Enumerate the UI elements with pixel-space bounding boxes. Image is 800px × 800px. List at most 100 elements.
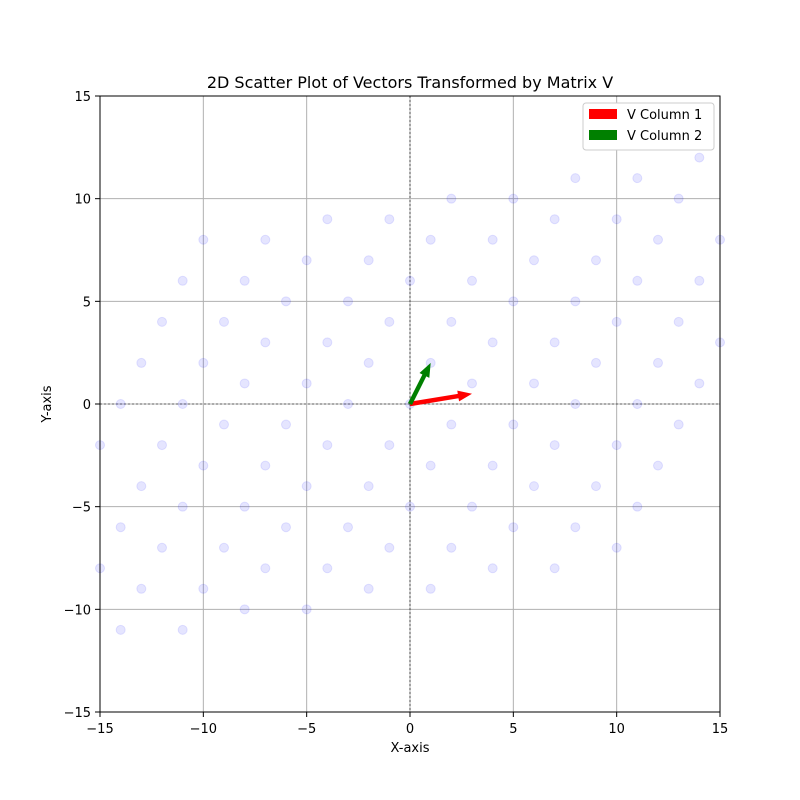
data-point (653, 460, 663, 471)
data-point (487, 234, 498, 245)
data-point (508, 296, 519, 307)
y-tick-label: −10 (64, 603, 91, 618)
x-tick-label: −5 (297, 722, 316, 737)
data-point (673, 316, 684, 327)
data-point (425, 583, 436, 594)
data-point (384, 214, 395, 225)
data-point (322, 563, 333, 574)
data-point (239, 378, 250, 389)
data-point (198, 583, 209, 594)
data-point (694, 275, 705, 286)
x-axis-label: X-axis (391, 741, 430, 756)
data-point (260, 337, 271, 348)
data-point (177, 624, 188, 635)
data-point (219, 542, 229, 553)
data-point (467, 378, 477, 389)
data-point (384, 316, 395, 327)
data-point (570, 522, 581, 533)
data-point (198, 234, 209, 245)
data-point (632, 399, 643, 409)
data-point (136, 481, 147, 492)
data-point (549, 337, 560, 348)
data-point (487, 563, 498, 574)
data-point (281, 419, 291, 430)
data-point (322, 440, 333, 451)
y-tick-label: 10 (74, 193, 91, 208)
x-tick-label: 15 (712, 722, 729, 737)
x-tick-label: 10 (608, 722, 625, 737)
data-point (363, 583, 374, 594)
data-point (611, 214, 622, 225)
data-point (115, 399, 126, 409)
data-point (301, 481, 312, 492)
data-point (239, 275, 250, 286)
data-point (591, 255, 601, 266)
data-point (363, 481, 374, 492)
data-point (301, 255, 312, 266)
x-tick-label: 5 (509, 722, 517, 737)
data-point (467, 275, 477, 286)
data-point (632, 501, 643, 512)
data-point (177, 399, 188, 409)
data-point (301, 604, 312, 615)
chart-title: 2D Scatter Plot of Vectors Transformed b… (207, 73, 613, 92)
data-point (570, 296, 581, 307)
data-point (529, 378, 539, 389)
data-point (653, 234, 663, 245)
scatter-points (95, 152, 725, 635)
vector-arrow-2 (408, 362, 431, 405)
data-point (549, 440, 560, 451)
data-point (322, 214, 333, 225)
data-point (653, 357, 663, 368)
y-ticks: −15 −10 −5 0 5 10 15 (64, 90, 100, 721)
data-point (198, 460, 209, 471)
data-point (301, 378, 312, 389)
data-point (694, 152, 705, 163)
x-tick-label: 0 (406, 722, 414, 737)
data-point (198, 357, 209, 368)
legend-label-v-column-1: V Column 1 (627, 108, 702, 123)
data-point (363, 357, 374, 368)
data-point (570, 173, 581, 184)
data-point (487, 337, 498, 348)
data-point (239, 604, 250, 615)
data-point (115, 624, 126, 635)
data-point (384, 542, 395, 553)
data-point (508, 193, 519, 204)
y-tick-label: 5 (83, 295, 91, 310)
data-point (508, 419, 519, 430)
data-point (673, 419, 684, 430)
data-point (487, 460, 498, 471)
legend-label-v-column-2: V Column 2 (627, 129, 702, 144)
data-point (611, 316, 622, 327)
data-point (446, 193, 457, 204)
data-point (694, 378, 705, 389)
data-point (157, 542, 167, 553)
data-point (405, 501, 415, 512)
data-point (343, 296, 353, 307)
data-point (343, 522, 353, 533)
data-point (632, 275, 643, 286)
data-point (591, 481, 601, 492)
data-point (384, 440, 395, 451)
x-tick-label: −15 (86, 722, 113, 737)
data-point (591, 357, 601, 368)
data-point (446, 419, 457, 430)
data-point (529, 481, 539, 492)
data-point (446, 316, 457, 327)
data-point (115, 522, 126, 533)
data-point (177, 501, 188, 512)
x-tick-label: −10 (190, 722, 217, 737)
y-tick-label: 0 (83, 398, 91, 413)
data-point (363, 255, 374, 266)
data-point (549, 214, 560, 225)
legend: V Column 1 V Column 2 (582, 102, 715, 151)
data-point (673, 193, 684, 204)
data-point (570, 399, 581, 409)
vector-arrow-1 (409, 390, 472, 407)
data-point (322, 337, 333, 348)
y-tick-label: −5 (72, 501, 91, 516)
data-point (425, 234, 436, 245)
data-point (157, 440, 167, 451)
